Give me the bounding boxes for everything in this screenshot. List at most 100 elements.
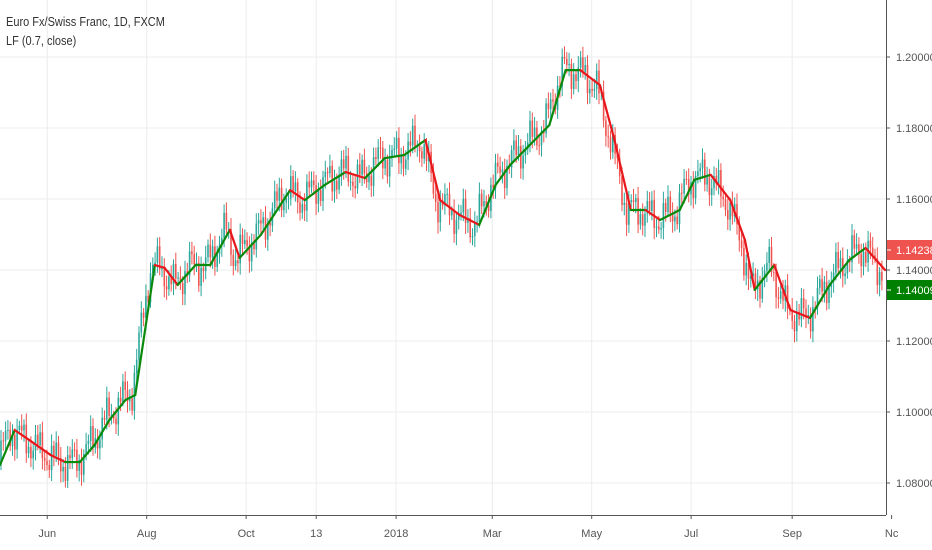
candle-body [96, 438, 99, 449]
candle-body [99, 439, 101, 449]
time-tick-label: Jul [684, 528, 698, 540]
lf-line-segment [528, 124, 551, 147]
candle-body [202, 267, 205, 272]
candle-body [520, 146, 522, 169]
time-tick-label: Jun [38, 528, 56, 540]
candle-body [0, 440, 2, 465]
candle-body [255, 223, 258, 250]
candle-body [250, 242, 253, 262]
candle-body [405, 159, 407, 169]
candle-body [122, 381, 124, 402]
candle-body [768, 246, 770, 263]
price-tick-label: 1.08000 [896, 478, 932, 490]
candle-body [683, 178, 685, 194]
candle-body [660, 228, 662, 230]
candle-body [257, 220, 260, 224]
candle-body [432, 173, 435, 194]
candle-body [225, 212, 228, 230]
candle-body [331, 165, 333, 192]
lf-line-segment [729, 198, 747, 241]
candle-body [48, 464, 51, 471]
indicator-title[interactable]: LF (0.7, close) [6, 34, 77, 48]
candle-body [501, 169, 504, 173]
candle-body [860, 254, 862, 267]
candle-body [637, 198, 639, 225]
candle-body [839, 258, 842, 269]
candle-body [221, 238, 223, 246]
candle-body [140, 312, 143, 333]
candle-body [333, 180, 336, 192]
candle-body [156, 246, 159, 263]
candle-body [276, 191, 278, 201]
candle-body [87, 440, 90, 445]
symbol-title[interactable]: Euro Fx/Swiss Franc, 1D, FXCM [6, 15, 165, 29]
candle-body [329, 165, 331, 174]
candle-body [800, 298, 803, 320]
lf-line-segment [259, 189, 292, 236]
candle-body [290, 176, 292, 199]
candle-body [552, 99, 554, 102]
candle-body [4, 430, 7, 441]
candle-body [775, 272, 777, 298]
time-tick-label: Oct [238, 528, 255, 540]
candle-body [869, 240, 872, 248]
candle-body [469, 218, 471, 238]
candle-body [14, 434, 16, 450]
candle-body [549, 99, 552, 110]
candle-body [494, 162, 497, 188]
candle-body [648, 200, 651, 211]
candle-body [667, 196, 669, 212]
candle-body [326, 171, 329, 174]
candle-body [370, 175, 373, 186]
candle-body [476, 221, 478, 223]
candle-body [713, 176, 715, 189]
candle-body [687, 179, 690, 195]
lf-line-segment [364, 157, 386, 180]
candle-body [701, 159, 704, 169]
candle-body [743, 247, 745, 276]
candle-body [313, 180, 315, 186]
candle-body [195, 262, 198, 265]
candle-body [18, 425, 21, 430]
candle-body [812, 307, 814, 332]
candle-body [865, 251, 867, 263]
candle-body [439, 200, 442, 223]
candle-body [135, 359, 138, 373]
candle-body [492, 184, 494, 188]
candle-body [497, 162, 499, 167]
candle-body [770, 246, 773, 273]
candle-body [522, 155, 524, 169]
candle-body [101, 417, 103, 440]
candle-body [324, 171, 327, 178]
candle-body [646, 200, 649, 214]
candle-body [437, 201, 439, 223]
lf-line-segment [289, 189, 306, 202]
candle-body [347, 155, 350, 182]
candle-body [241, 234, 244, 244]
candle-body [628, 201, 630, 225]
candle-body [152, 264, 154, 274]
candle-body [662, 202, 665, 229]
candle-body [676, 216, 678, 225]
candle-body [76, 449, 78, 471]
lf-line-segment [598, 83, 616, 142]
lf-line-segment [579, 69, 601, 87]
candle-body [398, 137, 400, 164]
candle-body [446, 193, 448, 195]
time-axis [0, 515, 932, 550]
candle-body [715, 176, 718, 184]
lf-line-segment [743, 238, 756, 291]
candle-body [60, 457, 62, 472]
candle-body [591, 88, 593, 91]
time-tick-label: May [581, 528, 602, 540]
candle-body [179, 277, 182, 284]
candle-body [658, 226, 660, 230]
candle-body [92, 426, 94, 448]
candle-body [632, 200, 635, 203]
candle-body [835, 251, 837, 273]
candle-body [280, 187, 283, 211]
candle-body [27, 446, 30, 454]
candle-body [165, 286, 168, 290]
candle-body [382, 147, 384, 169]
